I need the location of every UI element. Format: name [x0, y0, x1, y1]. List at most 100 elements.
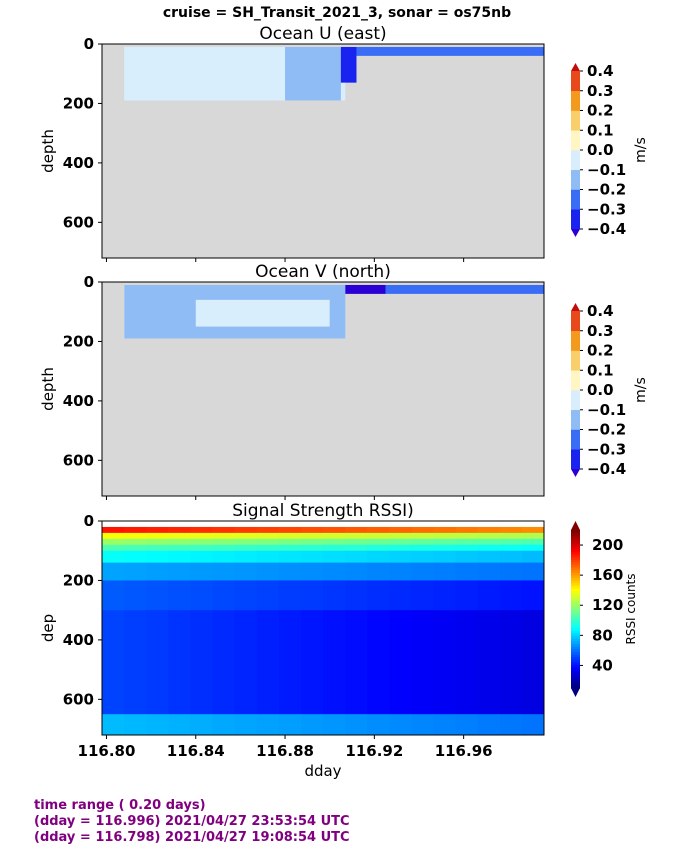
rssi-cell	[278, 538, 302, 546]
panel-3: Signal Strength RSSI) 0 200 400 600 dep 116.80…	[39, 501, 638, 780]
rssi-cell	[212, 550, 236, 564]
colorbar-tick-label: 0.3	[587, 82, 614, 100]
plot-area	[102, 282, 544, 496]
time-range-footer: time range ( 0.20 days) (dday = 116.996)…	[34, 798, 350, 846]
rssi-cell	[168, 580, 191, 611]
colorbar: 0.4 0.3 0.20.1 0.0 −0.1 −0.2−0.3 −0.4 m/s	[571, 62, 649, 238]
colorbar-segment	[571, 370, 580, 391]
colorbar-extend-low	[571, 229, 580, 237]
rssi-cell	[499, 580, 523, 611]
rssi-cell	[455, 562, 479, 581]
rssi-cell	[256, 538, 280, 546]
rssi-cell	[389, 526, 412, 534]
rssi-cell	[300, 532, 324, 540]
rssi-cell	[433, 538, 457, 546]
rssi-cell	[521, 544, 545, 552]
rssi-cell	[300, 550, 324, 564]
rssi-cell	[146, 532, 169, 540]
velocity-region	[385, 284, 544, 294]
rssi-cell	[389, 580, 412, 611]
colorbar-segment	[571, 71, 580, 92]
rssi-cell	[234, 550, 258, 564]
colorbar-label: m/s	[633, 137, 649, 163]
colorbar-label: RSSI counts	[624, 573, 638, 644]
colorbar-segment	[571, 614, 580, 618]
rssi-cell	[521, 532, 545, 540]
rssi-cell	[234, 580, 258, 611]
figure: cruise = SH_Transit_2021_3, sonar = os75…	[39, 5, 649, 780]
rssi-cell	[212, 526, 236, 534]
rssi-cell	[477, 550, 501, 564]
panel-title: Ocean U (east)	[259, 24, 386, 44]
colorbar-segment	[571, 606, 580, 610]
colorbar-segment	[571, 566, 580, 571]
colorbar-tick-label: −0.1	[587, 401, 626, 419]
colorbar-segment	[571, 598, 580, 602]
colorbar-segment	[571, 677, 580, 681]
colorbar-tick-label: −0.2	[587, 421, 626, 439]
colorbar-segment	[571, 429, 580, 450]
axes-frame	[101, 281, 545, 497]
rssi-cell	[433, 580, 457, 611]
colorbar-extend-low	[571, 469, 580, 477]
rssi-cell	[168, 526, 191, 534]
colorbar-segment	[571, 590, 580, 594]
rssi-cell	[433, 544, 457, 552]
colorbar-segment	[571, 664, 580, 668]
colorbar-tick-label: −0.2	[587, 181, 626, 199]
rssi-cell	[256, 544, 280, 552]
y-tick-label: 0	[84, 512, 94, 530]
rssi-cell	[323, 526, 346, 534]
y-tick-label: 400	[63, 631, 94, 649]
rssi-cell	[411, 532, 434, 540]
x-tick-label: 116.84	[167, 742, 225, 760]
rssi-cell	[521, 526, 545, 534]
rssi-cell	[146, 610, 169, 715]
rssi-cell	[124, 526, 147, 534]
rssi-cell	[256, 610, 280, 715]
rssi-cell	[212, 610, 236, 715]
colorbar-segment	[571, 543, 580, 547]
colorbar-tick-label: 0.2	[587, 102, 614, 120]
colorbar-tick-label: −0.3	[587, 440, 626, 458]
rssi-cell	[300, 544, 324, 552]
colorbar-segment	[571, 537, 580, 542]
rssi-cell	[278, 714, 302, 736]
colorbar-segment	[571, 643, 580, 647]
rssi-cell	[499, 526, 523, 534]
colorbar-tick-label: −0.4	[587, 220, 626, 238]
rssi-cell	[278, 610, 302, 715]
colorbar-segment	[571, 535, 580, 539]
colorbar-segment	[571, 311, 580, 332]
colorbar-segment	[571, 653, 580, 657]
colorbar-segment	[571, 632, 580, 636]
rssi-cell	[499, 714, 523, 736]
rssi-cell	[256, 714, 280, 736]
rssi-cell	[521, 562, 545, 581]
colorbar-segment	[571, 350, 580, 371]
y-tick-label: 200	[63, 94, 94, 112]
colorbar-label: m/s	[633, 377, 649, 403]
colorbar-segment	[571, 609, 580, 613]
rssi-cell	[168, 544, 191, 552]
panel-1: Ocean U (east)0200400600depth0.40.30.20.…	[39, 24, 649, 262]
colorbar-segment	[571, 532, 580, 536]
rssi-cell	[234, 526, 258, 534]
rssi-cell	[323, 544, 346, 552]
rssi-cell	[433, 550, 457, 564]
colorbar-segment	[571, 130, 580, 151]
rssi-cell	[124, 544, 147, 552]
rssi-cell	[212, 544, 236, 552]
colorbar-tick-label: 0.0	[587, 381, 614, 399]
rssi-cell	[345, 544, 368, 552]
rssi-cell	[433, 562, 457, 581]
colorbar-segment	[571, 189, 580, 210]
rssi-cell	[190, 714, 213, 736]
rssi-cell	[212, 714, 236, 736]
rssi-cell	[168, 610, 191, 715]
rssi-cell	[146, 580, 169, 611]
colorbar-segment	[571, 110, 580, 131]
rssi-cell	[433, 714, 457, 736]
y-axis-label: depth	[39, 367, 57, 411]
colorbar-segment	[571, 553, 580, 557]
